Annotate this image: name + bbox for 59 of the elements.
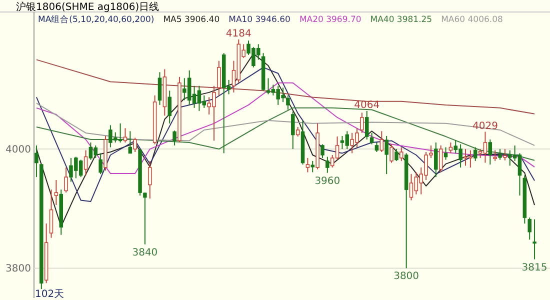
candlestick bbox=[374, 142, 379, 153]
candlestick bbox=[384, 135, 388, 175]
candlestick bbox=[306, 157, 310, 173]
candlestick bbox=[54, 180, 58, 206]
candlestick bbox=[370, 132, 374, 145]
text: MA10 3946.60 bbox=[228, 15, 290, 25]
candlestick bbox=[217, 60, 221, 96]
candlestick bbox=[172, 130, 176, 146]
candlestick bbox=[64, 167, 68, 194]
candlestick bbox=[286, 94, 290, 110]
text: MA60 4006.08 bbox=[441, 15, 503, 25]
candlestick bbox=[528, 217, 532, 240]
candlestick bbox=[128, 130, 132, 154]
candlestick bbox=[473, 146, 478, 162]
text: MA5 3906.40 bbox=[163, 15, 220, 25]
annotation: 3800 bbox=[394, 271, 420, 282]
candlestick bbox=[326, 156, 330, 174]
candlestick bbox=[498, 148, 502, 160]
candlestick bbox=[438, 144, 443, 173]
candlestick bbox=[133, 137, 137, 153]
annotation: 3815 bbox=[522, 262, 548, 274]
candlestick bbox=[291, 111, 295, 150]
line-series bbox=[36, 59, 536, 114]
candlestick bbox=[394, 148, 398, 162]
line-series bbox=[36, 107, 536, 161]
candlestick bbox=[380, 130, 384, 153]
candlestick bbox=[360, 112, 364, 134]
candlestick bbox=[320, 144, 324, 158]
candlestick bbox=[296, 126, 300, 138]
candlestick bbox=[364, 110, 369, 140]
candlestick bbox=[434, 142, 438, 178]
annotation: 3840 bbox=[132, 247, 158, 258]
legend-title: MA组合(5,10,20,40,60,200) bbox=[38, 14, 154, 25]
text: MA40 3981.25 bbox=[370, 15, 432, 25]
annotation: 102天 bbox=[35, 289, 64, 300]
candlestick bbox=[148, 160, 152, 199]
line-series bbox=[36, 66, 536, 202]
y-tick-label: 4000 bbox=[6, 144, 31, 156]
candlestick bbox=[34, 144, 38, 178]
chart-title: 沪银1806(SHME ag1806)日线 bbox=[16, 1, 160, 13]
annotation: 4184 bbox=[226, 28, 252, 40]
candlestick bbox=[532, 218, 536, 260]
candlestick bbox=[158, 72, 162, 106]
annotation: 4029 bbox=[472, 120, 498, 132]
candlestick bbox=[84, 150, 88, 176]
candlestick bbox=[98, 152, 102, 175]
candlestick bbox=[493, 150, 497, 162]
annotation: 3960 bbox=[314, 176, 340, 187]
text: MA20 3969.70 bbox=[299, 15, 362, 25]
candlestick bbox=[310, 160, 314, 173]
annotation: 4064 bbox=[354, 100, 380, 111]
candlestick bbox=[49, 189, 54, 238]
candlestick bbox=[168, 90, 172, 124]
candlestick bbox=[448, 142, 453, 154]
candlestick bbox=[400, 146, 404, 162]
candlestick bbox=[488, 139, 492, 166]
candlestick bbox=[390, 144, 394, 164]
candlestick bbox=[123, 128, 128, 143]
candlestick bbox=[503, 148, 507, 161]
